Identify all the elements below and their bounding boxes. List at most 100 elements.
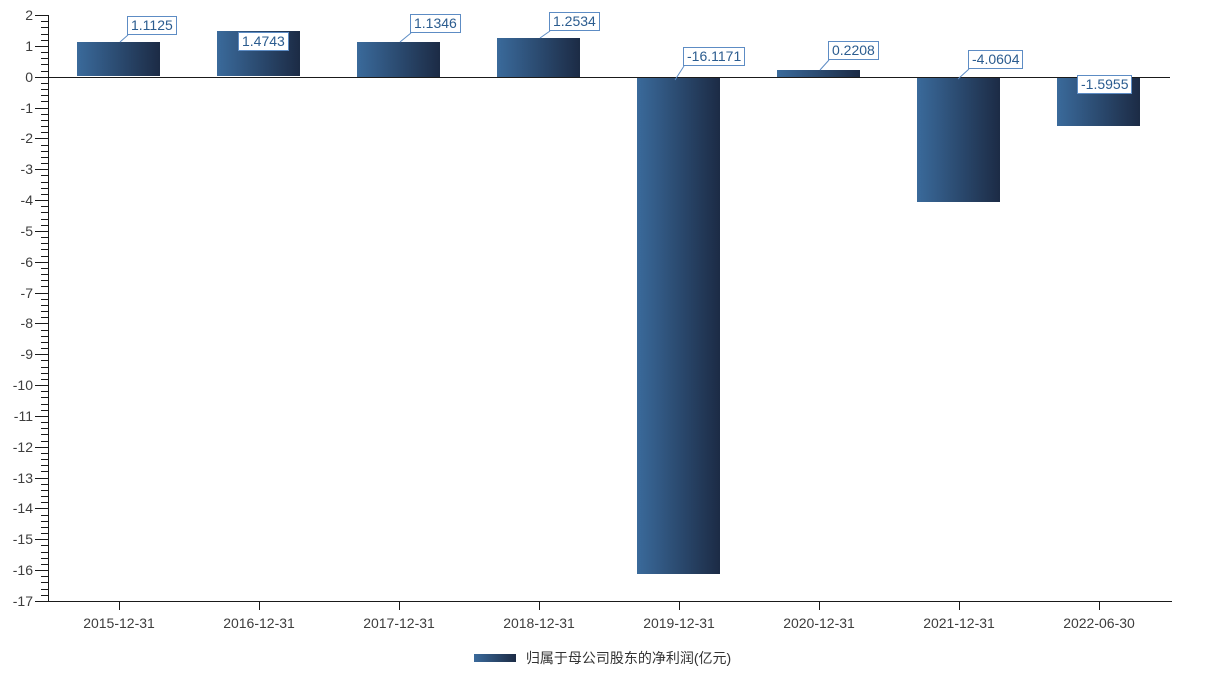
x-axis-tick-label: 2020-12-31 bbox=[783, 615, 855, 631]
legend-label: 归属于母公司股东的净利润(亿元) bbox=[525, 650, 732, 666]
bar-2017-12-31[interactable] bbox=[357, 42, 440, 77]
y-axis-minor-tick bbox=[41, 225, 49, 226]
y-axis-minor-tick bbox=[41, 83, 49, 84]
y-axis-tick-label: -10 bbox=[12, 377, 33, 393]
y-axis-major-tick bbox=[35, 138, 49, 139]
bar-2021-12-31[interactable] bbox=[917, 77, 1000, 202]
bar-2018-12-31[interactable] bbox=[497, 38, 580, 77]
y-axis-minor-tick bbox=[41, 422, 49, 423]
y-axis-minor-tick bbox=[41, 182, 49, 183]
y-axis-minor-tick bbox=[41, 342, 49, 343]
y-axis-minor-tick bbox=[41, 441, 49, 442]
y-axis-tick-label: 2 bbox=[25, 7, 33, 23]
y-axis-tick-label: -17 bbox=[12, 593, 33, 609]
x-axis-tick bbox=[399, 602, 400, 610]
y-axis-major-tick bbox=[35, 231, 49, 232]
y-axis-minor-tick bbox=[41, 564, 49, 565]
y-axis-minor-tick bbox=[41, 256, 49, 257]
y-axis-major-tick bbox=[35, 46, 49, 47]
y-axis-tick-label: -1 bbox=[20, 100, 33, 116]
y-axis-tick-label: -15 bbox=[12, 531, 33, 547]
y-axis-minor-tick bbox=[41, 336, 49, 337]
y-axis-tick-label: -8 bbox=[20, 315, 33, 331]
y-axis-minor-tick bbox=[41, 397, 49, 398]
y-axis-minor-tick bbox=[41, 64, 49, 65]
y-axis-minor-tick bbox=[41, 71, 49, 72]
y-axis-minor-tick bbox=[41, 132, 49, 133]
y-axis-tick-label: -14 bbox=[12, 500, 33, 516]
x-axis-tick-label: 2018-12-31 bbox=[503, 615, 575, 631]
y-axis-tick-label: -2 bbox=[20, 130, 33, 146]
y-axis-minor-tick bbox=[41, 311, 49, 312]
x-axis-tick bbox=[539, 602, 540, 610]
y-axis-major-tick bbox=[35, 385, 49, 386]
bar-2020-12-31[interactable] bbox=[777, 70, 860, 77]
y-axis-minor-tick bbox=[41, 274, 49, 275]
bar-2019-12-31[interactable] bbox=[637, 77, 720, 574]
y-axis-minor-tick bbox=[41, 379, 49, 380]
y-axis-major-tick bbox=[35, 539, 49, 540]
x-axis-tick-label: 2022-06-30 bbox=[1063, 615, 1135, 631]
y-axis-tick-label: -9 bbox=[20, 346, 33, 362]
y-axis-minor-tick bbox=[41, 465, 49, 466]
y-axis-minor-tick bbox=[41, 515, 49, 516]
y-axis-minor-tick bbox=[41, 237, 49, 238]
y-axis-minor-tick bbox=[41, 151, 49, 152]
y-axis-tick-label: 1 bbox=[25, 38, 33, 54]
y-axis-minor-tick bbox=[41, 576, 49, 577]
data-label-2015-12-31: 1.1125 bbox=[127, 16, 177, 35]
y-axis-line bbox=[48, 15, 49, 602]
y-axis-minor-tick bbox=[41, 206, 49, 207]
data-label-2018-12-31: 1.2534 bbox=[549, 12, 600, 31]
legend-item[interactable]: 归属于母公司股东的净利润(亿元) bbox=[0, 646, 1205, 670]
y-axis-major-tick bbox=[35, 601, 49, 602]
y-axis-major-tick bbox=[35, 293, 49, 294]
x-axis-line bbox=[48, 601, 1172, 602]
y-axis-tick-label: -11 bbox=[13, 408, 33, 424]
y-axis-minor-tick bbox=[41, 434, 49, 435]
y-axis-tick-label: -6 bbox=[20, 254, 33, 270]
y-axis-tick-label: -12 bbox=[12, 439, 33, 455]
y-axis-major-tick bbox=[35, 169, 49, 170]
x-axis-tick bbox=[959, 602, 960, 610]
bar-2015-12-31[interactable] bbox=[77, 42, 160, 76]
y-axis-minor-tick bbox=[41, 95, 49, 96]
y-axis-minor-tick bbox=[41, 502, 49, 503]
y-axis-minor-tick bbox=[41, 101, 49, 102]
y-axis-minor-tick bbox=[41, 268, 49, 269]
data-label-2021-12-31: -4.0604 bbox=[968, 50, 1024, 69]
y-axis-minor-tick bbox=[41, 188, 49, 189]
y-axis-major-tick bbox=[35, 508, 49, 509]
y-axis-minor-tick bbox=[41, 280, 49, 281]
y-axis-minor-tick bbox=[41, 243, 49, 244]
y-axis-minor-tick bbox=[41, 175, 49, 176]
y-axis-tick-label: -13 bbox=[12, 470, 33, 486]
y-axis-minor-tick bbox=[41, 21, 49, 22]
y-axis-minor-tick bbox=[41, 89, 49, 90]
y-axis-major-tick bbox=[35, 15, 49, 16]
y-axis-minor-tick bbox=[41, 367, 49, 368]
y-axis-minor-tick bbox=[41, 410, 49, 411]
y-axis-major-tick bbox=[35, 323, 49, 324]
y-axis-minor-tick bbox=[41, 348, 49, 349]
x-axis-tick-label: 2015-12-31 bbox=[83, 615, 155, 631]
x-axis-tick-label: 2019-12-31 bbox=[643, 615, 715, 631]
x-axis-tick-label: 2021-12-31 bbox=[923, 615, 995, 631]
y-axis-minor-tick bbox=[41, 212, 49, 213]
y-axis-minor-tick bbox=[41, 459, 49, 460]
y-axis-minor-tick bbox=[41, 552, 49, 553]
y-axis-minor-tick bbox=[41, 157, 49, 158]
y-axis-minor-tick bbox=[41, 305, 49, 306]
y-axis-minor-tick bbox=[41, 582, 49, 583]
y-axis-minor-tick bbox=[41, 330, 49, 331]
y-axis-minor-tick bbox=[41, 490, 49, 491]
y-axis-minor-tick bbox=[41, 527, 49, 528]
y-axis-minor-tick bbox=[41, 589, 49, 590]
data-label-2020-12-31: 0.2208 bbox=[828, 41, 879, 60]
y-axis-tick-label: -3 bbox=[20, 161, 33, 177]
y-axis-major-tick bbox=[35, 262, 49, 263]
y-axis-minor-tick bbox=[41, 52, 49, 53]
y-axis-minor-tick bbox=[41, 58, 49, 59]
y-axis-minor-tick bbox=[41, 317, 49, 318]
